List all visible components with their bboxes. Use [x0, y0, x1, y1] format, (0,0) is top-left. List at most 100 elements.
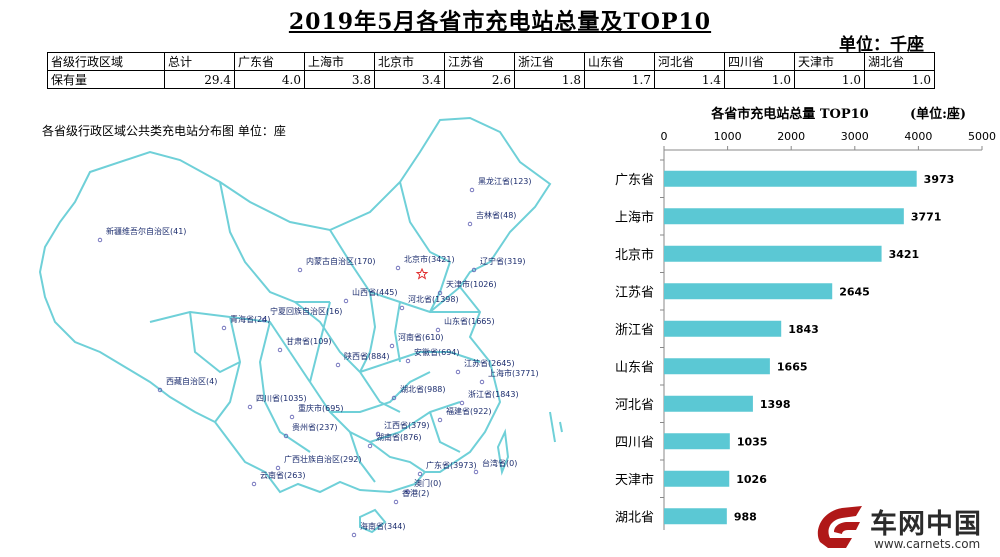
table-cell: 3.8 — [304, 70, 375, 89]
map-label: 山西省(445) — [352, 287, 398, 297]
logo-url: www.carnets.com — [874, 537, 981, 551]
map-location-dot — [335, 362, 341, 368]
data-label: 1398 — [760, 398, 791, 411]
map-label: 云南省(263) — [260, 470, 306, 480]
map-location-dot — [247, 404, 253, 410]
data-label: 3421 — [889, 248, 920, 261]
map-location-dot — [251, 481, 257, 487]
summary-table: 省级行政区域 总计 广东省 上海市 北京市 江苏省 浙江省 山东省 河北省 四川省 天津市 湖北省 保… — [47, 52, 935, 89]
bar — [664, 433, 730, 450]
map-label: 湖南省(876) — [376, 432, 422, 442]
table-header-cell: 上海市 — [304, 52, 375, 71]
map-location-dot — [467, 221, 473, 227]
table-header-cell: 江苏省 — [444, 52, 515, 71]
table-cell: 1.7 — [584, 70, 655, 89]
category-label: 山东省 — [615, 360, 654, 375]
table-header-cell: 湖北省 — [864, 52, 935, 71]
map-label: 江苏省(2645) — [464, 358, 515, 368]
bar — [664, 395, 753, 412]
map-location-dot — [473, 469, 479, 475]
map-location-dot — [367, 443, 373, 449]
table-cell: 2.6 — [444, 70, 515, 89]
map-location-dot — [417, 471, 423, 477]
x-tick-label: 5000 — [968, 130, 996, 143]
map-location-dot — [277, 347, 283, 353]
category-label: 上海市 — [615, 209, 654, 225]
category-label: 江苏省 — [615, 284, 654, 300]
x-tick-label: 2000 — [777, 130, 805, 143]
beijing-star-icon — [415, 267, 429, 280]
bar — [664, 508, 727, 525]
x-tick-label: 0 — [661, 130, 668, 143]
map-label: 内蒙古自治区(170) — [306, 256, 376, 266]
map-label: 江西省(379) — [384, 420, 430, 430]
table-header-cell: 广东省 — [234, 52, 305, 71]
map-location-dot — [97, 237, 103, 243]
map-label: 福建省(922) — [446, 406, 492, 416]
bar — [664, 358, 770, 375]
map-label: 宁夏回族自治区(16) — [270, 306, 342, 316]
bar — [664, 208, 904, 225]
map-label: 河南省(610) — [398, 332, 444, 342]
map-location-dot — [405, 358, 411, 364]
top10-bar-chart: 各省市充电站总量 TOP10 (单位:座) 0 1000 2000 3000 4000 5… — [615, 106, 996, 530]
data-label: 3973 — [924, 173, 955, 186]
table-row: 保有量 29.4 4.0 3.8 3.4 2.6 1.8 1.7 1.4 1.0 1.0 1.0 — [47, 70, 935, 89]
map-location-dot — [289, 414, 295, 420]
table-header-row: 省级行政区域 总计 广东省 上海市 北京市 江苏省 浙江省 山东省 河北省 四川省 天津市 湖北省 — [47, 52, 935, 71]
table-cell: 1.8 — [514, 70, 585, 89]
map-label: 贵州省(237) — [292, 422, 338, 432]
map-label: 河北省(1398) — [408, 294, 459, 304]
map-location-dot — [479, 379, 485, 385]
map-location-dot — [157, 387, 163, 393]
map-label: 上海市(3771) — [488, 368, 539, 378]
china-map: 黑龙江省(123) 吉林省(48) 辽宁省(319) 新疆维吾尔自治区(41) 内蒙古自… — [38, 116, 563, 538]
map-label: 西藏自治区(4) — [166, 376, 217, 386]
table-header-cell: 省级行政区域 — [47, 52, 165, 71]
data-label: 988 — [734, 510, 757, 523]
table-header-cell: 总计 — [164, 52, 235, 71]
category-label: 四川省 — [615, 435, 654, 450]
map-label: 湖北省(988) — [400, 384, 446, 394]
x-tick-label: 4000 — [904, 130, 932, 143]
map-label: 广西壮族自治区(292) — [284, 454, 362, 464]
map-label: 吉林省(48) — [476, 210, 516, 220]
map-location-dot — [405, 489, 411, 495]
data-label: 1035 — [737, 435, 768, 448]
map-location-dot — [459, 400, 465, 406]
table-cell: 4.0 — [234, 70, 305, 89]
bars: 广东省 3973 上海市 3771 北京市 3421 江苏省 2645 浙江省 1843 山东省 16… — [615, 159, 955, 525]
map-label: 黑龙江省(123) — [478, 176, 532, 186]
map-label: 北京市(3421) — [404, 254, 455, 264]
map-label: 四川省(1035) — [256, 393, 307, 403]
map-location-dot — [297, 267, 303, 273]
table-cell: 1.0 — [724, 70, 795, 89]
bar — [664, 470, 730, 487]
map-label: 香港(2) — [402, 488, 429, 498]
map-location-dot — [375, 431, 381, 437]
map-label: 浙江省(1843) — [468, 389, 519, 399]
logo-name: 车网中国 — [870, 509, 982, 540]
map-label: 青海省(24) — [230, 314, 270, 324]
category-label: 天津市 — [615, 472, 654, 488]
map-label: 甘肃省(109) — [286, 336, 332, 346]
data-label: 3771 — [911, 210, 942, 223]
map-location-dot — [391, 395, 397, 401]
map-location-dot — [261, 317, 267, 323]
map-location-dot — [395, 265, 401, 271]
map-location-dot — [455, 369, 461, 375]
table-header-cell: 北京市 — [374, 52, 445, 71]
category-label: 河北省 — [615, 398, 654, 413]
table-header-cell: 山东省 — [584, 52, 655, 71]
map-label: 海南省(344) — [360, 521, 406, 531]
map-labels: 黑龙江省(123) 吉林省(48) 辽宁省(319) 新疆维吾尔自治区(41) 内蒙古自… — [97, 176, 539, 538]
map-label: 澳门(0) — [414, 478, 441, 488]
table-cell: 1.4 — [654, 70, 725, 89]
map-label: 重庆市(695) — [298, 403, 344, 413]
map-location-dot — [399, 305, 405, 311]
chart-unit: (单位:座) — [910, 106, 966, 122]
category-label: 湖北省 — [615, 510, 654, 525]
map-label: 台湾省(0) — [482, 458, 517, 468]
map-location-dot — [437, 290, 443, 296]
map-label: 广东省(3973) — [426, 460, 477, 470]
